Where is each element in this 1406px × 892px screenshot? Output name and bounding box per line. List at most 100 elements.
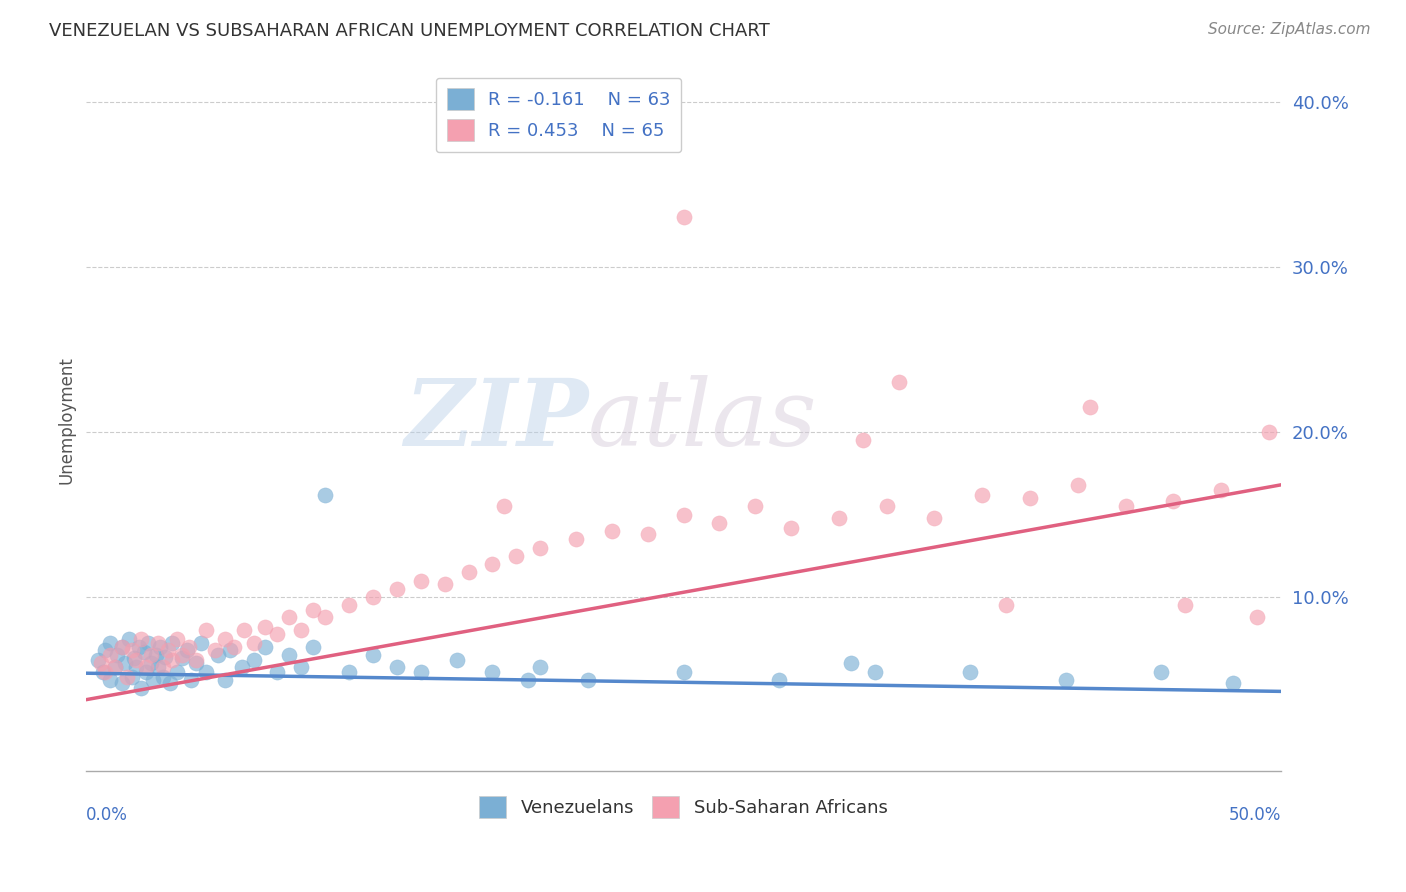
Point [125,659,148,673]
Point [565,533,588,547]
Point [457,566,479,580]
Point [135,659,157,673]
Point [494,500,516,514]
Point [128,640,150,654]
Point [1246,610,1268,624]
Point [529,541,551,555]
Point [361,648,384,662]
Point [125,653,148,667]
Point [576,673,599,687]
Point [924,511,946,525]
Point [672,508,695,522]
Point [1019,491,1042,505]
Point [152,659,174,673]
Point [433,577,456,591]
Point [529,659,551,673]
Point [176,643,198,657]
Point [135,665,157,679]
Point [122,651,145,665]
Point [105,648,128,662]
Point [115,669,138,683]
Point [186,657,208,671]
Point [94,643,117,657]
Point [302,640,325,654]
Point [129,632,152,646]
Point [121,669,143,683]
Point [839,657,862,671]
Point [224,640,246,654]
Point [98,636,121,650]
Point [98,648,121,662]
Point [186,653,208,667]
Point [385,659,408,673]
Point [156,643,179,657]
Point [194,665,217,679]
Text: ZIP: ZIP [404,375,588,465]
Text: atlas: atlas [588,375,817,465]
Point [1078,401,1101,415]
Point [146,659,169,673]
Point [87,653,110,667]
Point [159,676,181,690]
Point [446,653,468,667]
Point [162,636,184,650]
Point [995,599,1018,613]
Point [114,657,136,671]
Point [118,632,141,646]
Point [145,648,167,662]
Point [254,620,277,634]
Point [111,640,134,654]
Point [302,603,325,617]
Point [231,659,253,673]
Point [1067,478,1090,492]
Point [409,665,432,679]
Point [1150,665,1173,679]
Point [385,582,408,596]
Point [166,665,188,679]
Text: VENEZUELAN VS SUBSAHARAN AFRICAN UNEMPLOYMENT CORRELATION CHART: VENEZUELAN VS SUBSAHARAN AFRICAN UNEMPLO… [49,22,770,40]
Point [863,665,886,679]
Y-axis label: Unemployment: Unemployment [58,356,75,483]
Point [361,591,384,605]
Point [972,488,994,502]
Point [517,673,540,687]
Point [204,643,226,657]
Point [1115,500,1137,514]
Point [337,665,360,679]
Text: Source: ZipAtlas.com: Source: ZipAtlas.com [1208,22,1371,37]
Point [146,636,169,650]
Point [314,610,336,624]
Point [166,632,188,646]
Point [672,665,695,679]
Point [254,640,277,654]
Point [149,640,172,654]
Point [98,673,121,687]
Point [1257,425,1279,439]
Point [1222,676,1244,690]
Point [314,488,336,502]
Point [278,648,301,662]
Point [218,643,240,657]
Point [337,599,360,613]
Text: 50.0%: 50.0% [1229,805,1281,824]
Point [194,624,217,638]
Point [780,521,803,535]
Point [1174,599,1197,613]
Point [214,673,236,687]
Point [852,434,875,448]
Point [180,673,202,687]
Point [138,636,160,650]
Text: 0.0%: 0.0% [86,805,128,824]
Point [481,665,503,679]
Point [214,632,236,646]
Point [828,511,851,525]
Point [266,626,288,640]
Point [142,673,165,687]
Point [409,574,432,588]
Point [104,659,127,673]
Point [600,524,623,538]
Point [153,649,176,664]
Point [505,549,527,563]
Point [177,640,200,654]
Point [290,659,312,673]
